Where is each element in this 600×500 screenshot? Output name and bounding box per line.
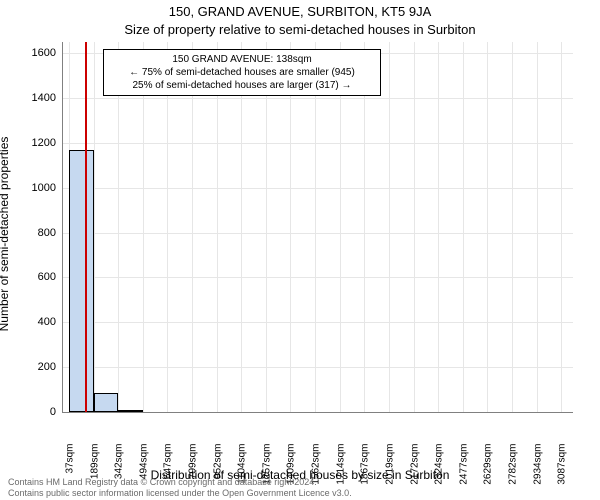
gridline-v <box>118 42 119 412</box>
y-tick-label: 800 <box>16 227 56 239</box>
footer-credits: Contains HM Land Registry data © Crown c… <box>8 477 352 499</box>
gridline-v <box>217 42 218 412</box>
gridline-v <box>192 42 193 412</box>
y-tick-label: 600 <box>16 271 56 283</box>
annotation-line-2: ← 75% of semi-detached houses are smalle… <box>110 66 374 79</box>
gridline-v <box>414 42 415 412</box>
gridline-v <box>241 42 242 412</box>
y-tick-label: 1200 <box>16 137 56 149</box>
y-tick-label: 400 <box>16 316 56 328</box>
y-axis-label: Number of semi-detached properties <box>0 137 11 332</box>
gridline-v <box>167 42 168 412</box>
gridline-h <box>63 143 573 144</box>
annotation-line-1: 150 GRAND AVENUE: 138sqm <box>110 53 374 66</box>
y-tick-label: 1600 <box>16 47 56 59</box>
gridline-v <box>487 42 488 412</box>
histogram-bar <box>94 393 119 412</box>
gridline-h <box>63 188 573 189</box>
gridline-h <box>63 233 573 234</box>
gridline-v <box>537 42 538 412</box>
annotation-line-3: 25% of semi-detached houses are larger (… <box>110 79 374 92</box>
gridline-v <box>94 42 95 412</box>
plot-area <box>62 42 573 413</box>
marker-line <box>85 42 87 412</box>
title-line2: Size of property relative to semi-detach… <box>0 22 600 37</box>
histogram-bar <box>118 410 143 412</box>
chart-container: 150, GRAND AVENUE, SURBITON, KT5 9JA Siz… <box>0 0 600 500</box>
gridline-v <box>561 42 562 412</box>
y-tick-label: 200 <box>16 361 56 373</box>
y-tick-label: 1400 <box>16 92 56 104</box>
annotation-box: 150 GRAND AVENUE: 138sqm← 75% of semi-de… <box>103 49 381 96</box>
gridline-v <box>512 42 513 412</box>
gridline-h <box>63 322 573 323</box>
gridline-v <box>438 42 439 412</box>
y-tick-label: 1000 <box>16 182 56 194</box>
gridline-v <box>266 42 267 412</box>
gridline-v <box>340 42 341 412</box>
histogram-bar <box>69 150 94 412</box>
footer-line2: Contains public sector information licen… <box>8 488 352 499</box>
gridline-v <box>389 42 390 412</box>
gridline-v <box>463 42 464 412</box>
gridline-v <box>315 42 316 412</box>
title-line1: 150, GRAND AVENUE, SURBITON, KT5 9JA <box>0 4 600 19</box>
gridline-h <box>63 98 573 99</box>
gridline-v <box>290 42 291 412</box>
y-tick-label: 0 <box>16 406 56 418</box>
gridline-v <box>364 42 365 412</box>
gridline-h <box>63 367 573 368</box>
gridline-h <box>63 277 573 278</box>
footer-line1: Contains HM Land Registry data © Crown c… <box>8 477 352 488</box>
gridline-v <box>143 42 144 412</box>
